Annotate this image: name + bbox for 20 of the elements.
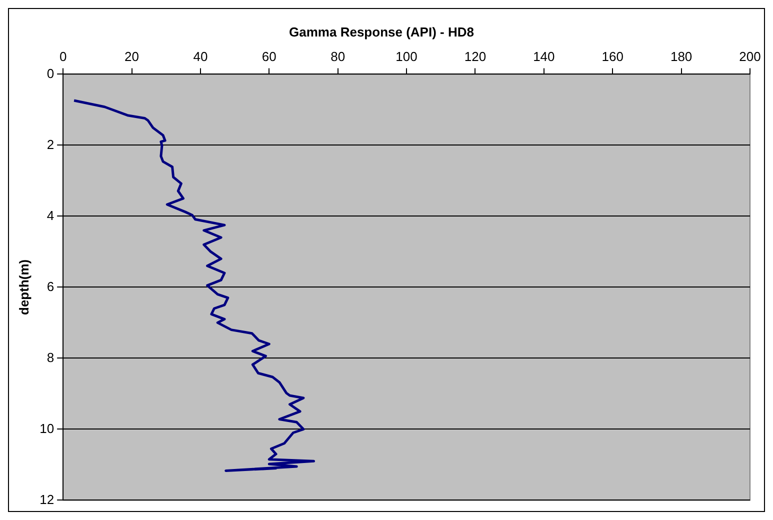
y-tick-label: 0 <box>46 66 54 81</box>
y-tick-label: 4 <box>46 208 54 223</box>
x-tick-label: 140 <box>533 48 555 64</box>
x-tick-label: 100 <box>396 48 418 64</box>
x-tick-label: 120 <box>464 48 486 64</box>
x-tick-label: 180 <box>670 48 692 64</box>
y-tick-label: 2 <box>46 136 54 152</box>
x-tick-label: 40 <box>193 48 208 64</box>
chart-title: Gamma Response (API) - HD8 <box>289 24 474 40</box>
x-tick-label: 60 <box>262 48 276 64</box>
x-tick-label: 160 <box>602 48 624 64</box>
y-axis-title: depth(m) <box>16 259 32 316</box>
x-tick-label: 20 <box>124 48 139 64</box>
y-tick-label: 12 <box>40 492 54 507</box>
y-tick-label: 6 <box>46 278 54 294</box>
x-tick-label: 0 <box>59 48 67 64</box>
y-tick-label: 10 <box>40 420 54 436</box>
y-tick-label: 8 <box>46 350 54 365</box>
x-tick-label: 200 <box>739 48 761 64</box>
x-tick-label: 80 <box>330 48 346 64</box>
